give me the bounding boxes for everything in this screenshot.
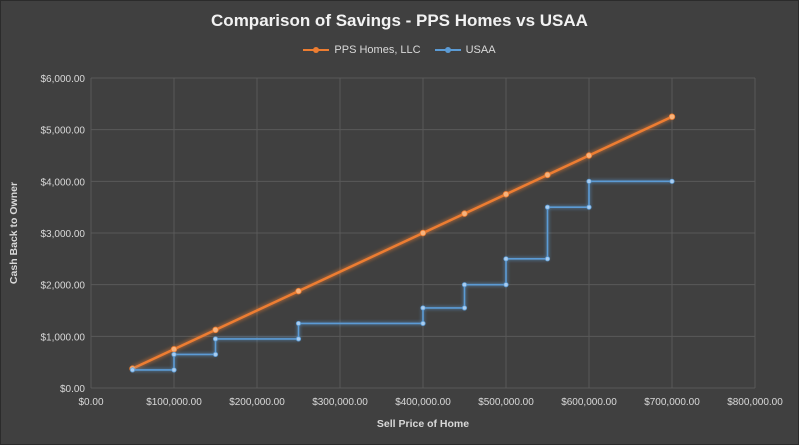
y-tick-label: $0.00	[60, 384, 85, 395]
x-axis-title: Sell Price of Home	[377, 418, 469, 430]
data-point	[212, 326, 219, 334]
x-tick-label: $300,000.00	[312, 397, 368, 408]
data-point	[212, 336, 219, 342]
data-point	[503, 256, 509, 262]
data-point	[586, 204, 592, 210]
data-point	[461, 210, 468, 217]
y-tick-label: $3,000.00	[41, 229, 86, 240]
data-point	[502, 191, 510, 198]
legend-label-usaa: USAA	[465, 44, 496, 56]
data-point	[586, 178, 592, 184]
data-point	[170, 346, 178, 353]
data-point	[503, 282, 509, 288]
legend-item-pps: PPS Homes, LLC	[303, 44, 421, 56]
x-tick-label: $200,000.00	[229, 397, 285, 408]
y-axis-title: Cash Back to Owner	[8, 182, 20, 284]
data-point	[420, 320, 426, 327]
legend-item-usaa: USAA	[434, 44, 496, 56]
data-point	[669, 178, 675, 184]
data-point	[295, 287, 302, 295]
series-1	[129, 178, 675, 373]
data-point	[461, 305, 468, 311]
data-point	[419, 229, 427, 237]
x-tick-label: $400,000.00	[395, 397, 451, 408]
x-tick-label: $0.00	[78, 397, 103, 408]
data-point	[585, 152, 593, 159]
chart-title: Comparison of Savings - PPS Homes vs USA…	[211, 11, 588, 30]
data-point	[544, 204, 551, 210]
data-point	[171, 367, 177, 373]
data-point	[212, 351, 219, 358]
data-point	[544, 256, 551, 262]
data-point	[129, 367, 136, 373]
y-tick-label: $5,000.00	[41, 126, 86, 137]
y-tick-label: $2,000.00	[41, 281, 86, 292]
data-point	[295, 320, 302, 327]
y-tick-label: $6,000.00	[41, 74, 86, 85]
x-tick-label: $800,000.00	[727, 397, 783, 408]
x-tick-label: $500,000.00	[478, 397, 534, 408]
y-tick-label: $4,000.00	[41, 177, 86, 188]
series-line-1	[132, 180, 672, 371]
series-line-0	[131, 115, 673, 370]
data-point	[544, 171, 551, 179]
x-tick-label: $100,000.00	[146, 397, 202, 408]
x-tick-label: $600,000.00	[561, 397, 617, 408]
series-lines	[129, 113, 676, 373]
data-point	[668, 113, 676, 120]
tick-labels: $0.00 $1,000.00 $2,000.00 $3,000.00 $4,000.0…	[41, 74, 784, 408]
x-tick-label: $700,000.00	[644, 397, 700, 408]
data-point	[295, 336, 302, 342]
series-0	[129, 113, 676, 372]
data-point	[420, 305, 426, 311]
legend-label-pps: PPS Homes, LLC	[334, 44, 421, 56]
chart-legend: PPS Homes, LLC USAA	[0, 44, 799, 56]
legend-swatch-pps	[303, 45, 330, 55]
data-point	[461, 282, 468, 288]
y-tick-label: $1,000.00	[41, 332, 86, 343]
data-point	[171, 351, 177, 358]
legend-swatch-usaa	[434, 45, 461, 55]
